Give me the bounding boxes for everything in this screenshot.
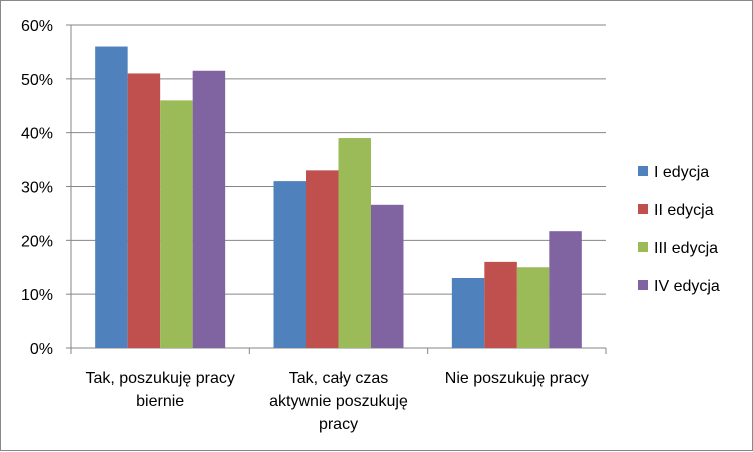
legend-label: I edycja [654,164,709,181]
x-tick-label: pracy [319,416,358,433]
legend-swatch [638,280,648,290]
bar-iv-edycja [549,231,582,348]
bar-i-edycja [273,181,306,348]
bar-iv-edycja [192,70,226,348]
bar-iii-edycja [338,138,371,348]
bar-iii-edycja [160,100,193,348]
bar-iii-edycja [516,267,550,348]
y-tick-label: 0% [30,341,53,358]
y-tick-label: 30% [21,180,53,197]
legend-label: III edycja [654,240,718,257]
x-tick-label: Nie poszukuję pracy [445,370,589,387]
y-tick-label: 60% [21,18,53,35]
bar-i-edycja [451,278,485,348]
legend-label: II edycja [654,202,714,219]
x-tick-label: Tak, cały czas [289,370,389,387]
y-tick-label: 10% [21,287,53,304]
y-tick-label: 40% [21,126,53,143]
x-tick-label: biernie [136,393,184,410]
legend-swatch [638,166,648,176]
y-tick-label: 50% [21,72,53,89]
x-tick-label: Tak, poszukuję pracy [85,370,234,387]
bar-ii-edycja [127,73,161,348]
legend-label: IV edycja [654,278,720,295]
bar-i-edycja [95,46,128,349]
bar-iv-edycja [371,204,404,348]
y-tick-label: 20% [21,233,53,250]
x-tick-label: aktywnie poszukuję [269,393,408,410]
bar-ii-edycja [484,261,517,348]
legend-swatch [638,242,648,252]
bar-ii-edycja [306,170,339,348]
legend-swatch [638,204,648,214]
